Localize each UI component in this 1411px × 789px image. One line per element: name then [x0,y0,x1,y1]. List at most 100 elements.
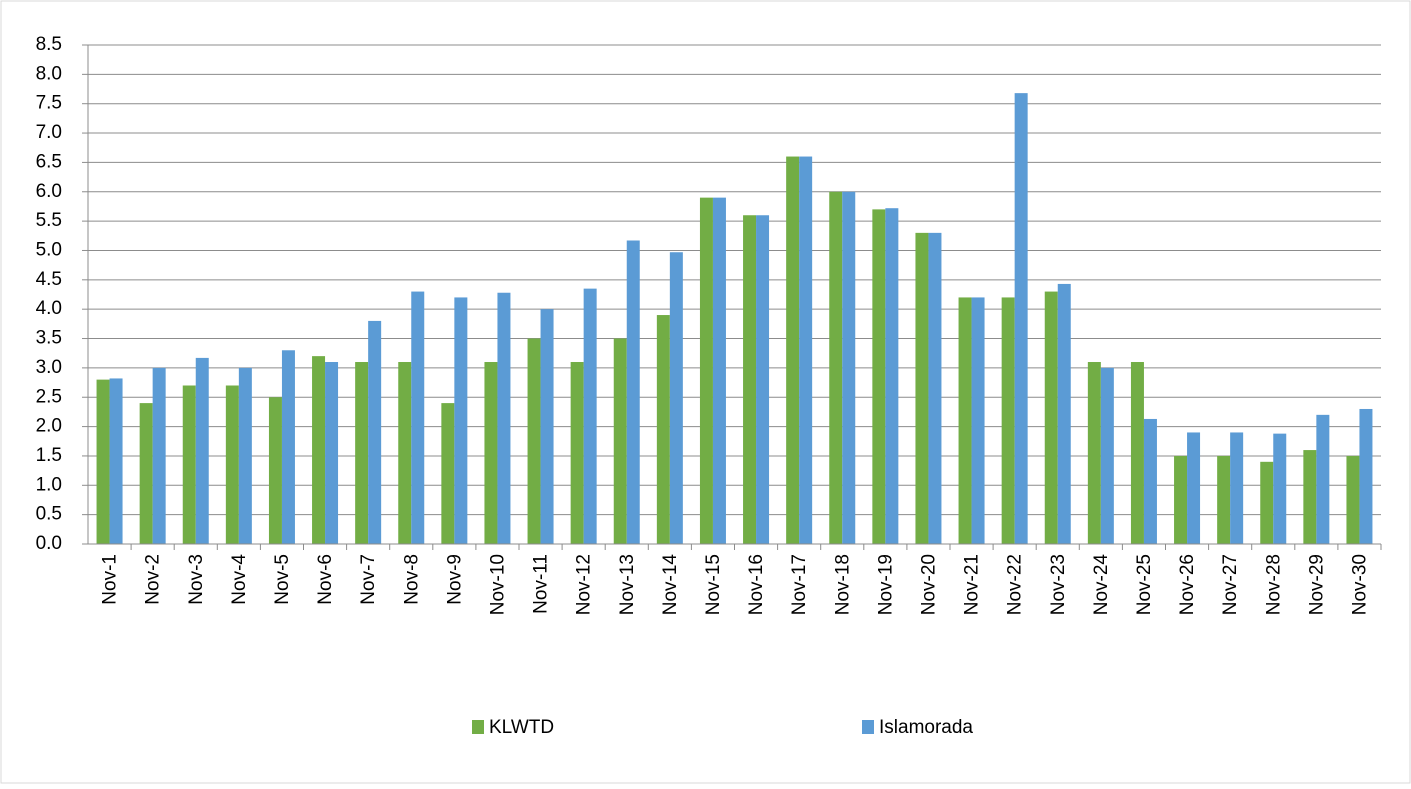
y-tick-label: 6.0 [36,181,62,202]
bar [312,356,326,544]
x-tick-label: Nov-3 [186,554,207,605]
bar [96,379,110,544]
bar [1044,291,1058,544]
bar [540,309,554,544]
bar [885,208,899,545]
x-tick-label: Nov-4 [229,554,250,605]
y-tick-label: 1.5 [36,445,62,466]
bar [613,338,627,544]
x-tick-label: Nov-17 [789,554,810,615]
y-tick-label: 0.0 [36,533,62,554]
bar [756,215,770,544]
bar [195,357,209,544]
x-tick-label: Nov-24 [1091,554,1112,616]
x-tick-label: Nov-30 [1349,554,1370,615]
bar [1001,297,1015,544]
bar [1359,408,1373,544]
y-tick-label: 3.0 [36,357,62,378]
bar [109,378,123,544]
bar [1230,432,1244,544]
y-tick-label: 2.0 [36,416,62,437]
y-tick-label: 3.5 [36,328,62,349]
bar [152,367,166,544]
bar [958,297,972,544]
bar [1273,433,1287,544]
bar [1143,418,1157,544]
y-tick-label: 2.5 [36,386,62,407]
bar [626,240,640,544]
legend-swatch [472,720,484,734]
y-tick-label: 7.0 [36,122,62,143]
bar [1260,461,1274,544]
y-tick-label: 5.5 [36,210,62,231]
bar [928,232,942,544]
bar [1187,432,1201,544]
bar [139,403,153,544]
x-tick-label: Nov-19 [875,554,896,615]
bar [484,362,498,544]
x-tick-label: Nov-26 [1177,554,1198,615]
y-tick-label: 1.0 [36,474,62,495]
x-tick-label: Nov-21 [962,554,983,615]
x-tick-label: Nov-15 [703,554,724,615]
bar [355,362,369,544]
x-tick-label: Nov-18 [832,554,853,615]
bar [1057,283,1071,544]
bar [497,292,511,544]
bar [225,385,239,544]
bar [398,362,412,544]
bar [454,297,468,544]
bar [281,350,295,544]
x-tick-label: Nov-29 [1306,554,1327,615]
x-tick-label: Nov-1 [100,554,121,605]
x-tick-label: Nov-12 [574,554,595,615]
legend-label: KLWTD [489,717,554,738]
x-tick-label: Nov-5 [272,554,293,605]
x-tick-label: Nov-7 [358,554,379,605]
x-tick-label: Nov-16 [746,554,767,615]
bar [1174,455,1188,544]
x-tick-label: Nov-25 [1134,554,1155,615]
bar [570,362,584,544]
bar [971,297,985,544]
x-tick-label: Nov-23 [1048,554,1069,615]
legend-swatch [862,720,874,734]
bar [368,320,382,544]
bar [268,397,282,544]
bar [238,367,252,544]
bar [411,291,425,544]
bar [325,362,339,544]
x-tick-label: Nov-2 [143,554,164,605]
x-tick-label: Nov-13 [617,554,638,615]
y-tick-label: 5.0 [36,239,62,260]
bar [699,197,713,544]
bar [872,209,886,544]
bar [1100,367,1114,544]
bar [1130,362,1144,544]
bar [1014,93,1028,544]
bar [799,156,813,544]
bar [1303,450,1317,544]
bar [1316,414,1330,544]
x-tick-label: Nov-8 [401,554,422,605]
bar [441,403,455,544]
y-tick-label: 4.0 [36,298,62,319]
x-tick-label: Nov-14 [660,554,681,616]
bar [656,315,670,544]
x-tick-label: Nov-27 [1220,554,1241,615]
bar [842,191,856,544]
bar [829,191,843,544]
x-tick-label: Nov-10 [487,554,508,615]
bar [669,252,683,545]
bar [583,288,597,544]
y-tick-label: 8.5 [36,34,62,55]
legend-label: Islamorada [879,717,973,738]
x-tick-label: Nov-6 [315,554,336,605]
bar [915,232,929,544]
y-tick-label: 0.5 [36,504,62,525]
bar [182,385,196,544]
bar [1346,455,1360,544]
bar [1087,362,1101,544]
bar [712,197,726,544]
